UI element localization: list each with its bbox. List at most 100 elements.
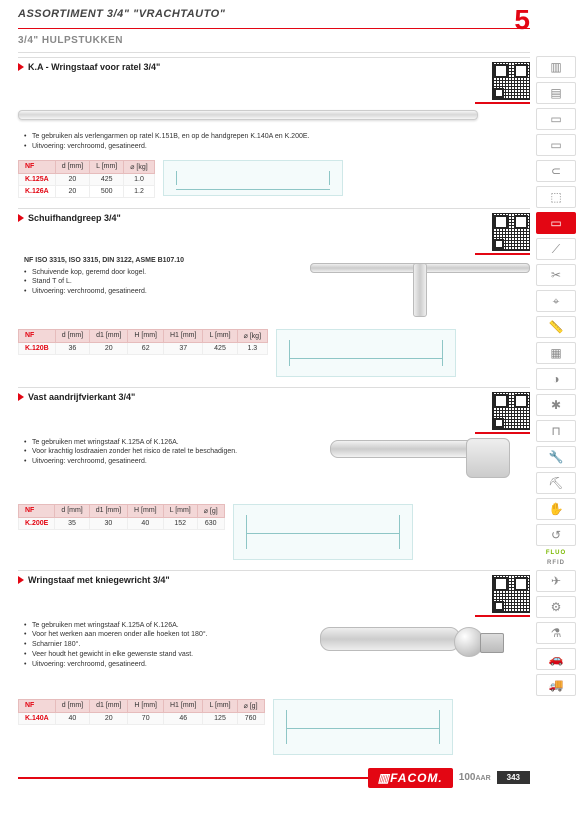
sidebar-category-icon[interactable]: ▭ xyxy=(536,212,576,234)
table-row: K.125A204251.0 xyxy=(19,173,155,185)
sidebar-category-icon[interactable]: ✈ xyxy=(536,570,576,592)
bullet-list: Te gebruiken met wringstaaf K.125A of K.… xyxy=(24,438,302,467)
sidebar-category-icon[interactable]: ⚙ xyxy=(536,596,576,618)
spec-table: NFd [mm]L [mm]⌀ [kg]K.125A204251.0K.126A… xyxy=(18,160,155,198)
dimension-diagram xyxy=(273,699,453,755)
qr-code xyxy=(492,213,530,251)
sidebar-category-icon[interactable]: ▭ xyxy=(536,108,576,130)
product-section: Vast aandrijfvierkant 3/4" Te gebruiken … xyxy=(18,387,530,560)
standards-text: NF ISO 3315, ISO 3315, DIN 3122, ASME B1… xyxy=(24,257,302,264)
bullet-item: Te gebruiken met wringstaaf K.125A of K.… xyxy=(24,621,302,631)
product-title: Wringstaaf met kniegewricht 3/4" xyxy=(18,575,486,585)
sidebar-label[interactable]: FLUO xyxy=(536,550,576,556)
section-subtitle: 3/4" HULPSTUKKEN xyxy=(18,35,530,46)
sidebar-label[interactable]: RFID xyxy=(536,560,576,566)
bullet-item: Voor het werken aan moeren onder alle ho… xyxy=(24,630,302,640)
sidebar-category-icon[interactable]: ▤ xyxy=(536,82,576,104)
divider xyxy=(18,28,530,29)
table-header: H [mm] xyxy=(128,699,164,712)
product-image xyxy=(330,438,510,498)
sidebar-category-icon[interactable]: ⚗ xyxy=(536,622,576,644)
page-number: 343 xyxy=(497,771,530,784)
sidebar-category-icon[interactable]: ✂ xyxy=(536,264,576,286)
page-footer: ▥FACOM. 100AAR 343 xyxy=(18,765,530,791)
bullet-item: Te gebruiken met wringstaaf K.125A of K.… xyxy=(24,438,302,448)
bullet-item: Veer houdt het gewicht in elke gewenste … xyxy=(24,650,302,660)
anniversary-suffix: AAR xyxy=(475,775,490,782)
sidebar-category-icon[interactable]: 📏 xyxy=(536,316,576,338)
product-title: K.A - Wringstaaf voor ratel 3/4" xyxy=(18,62,486,72)
sidebar-category-icon[interactable]: ✋ xyxy=(536,498,576,520)
table-row: K.140A40207046125760 xyxy=(19,712,265,724)
bullet-item: Uitvoering: verchroomd, gesatineerd. xyxy=(24,457,302,467)
bullet-list: Te gebruiken als verlengarmen op ratel K… xyxy=(24,132,530,152)
sidebar-category-icon[interactable]: ⬚ xyxy=(536,186,576,208)
sidebar-category-icon[interactable]: ⛏ xyxy=(536,472,576,494)
table-header: d [mm] xyxy=(55,504,89,517)
table-header: H [mm] xyxy=(128,329,164,342)
table-header: ⌀ [g] xyxy=(197,504,224,517)
table-header: H1 [mm] xyxy=(163,329,202,342)
table-header: H [mm] xyxy=(128,504,164,517)
sidebar-category-icon[interactable]: ◑ xyxy=(536,368,576,390)
sidebar-category-icon[interactable]: ↺ xyxy=(536,524,576,546)
table-header: L [mm] xyxy=(203,329,237,342)
table-header: L [mm] xyxy=(90,160,124,173)
sidebar-category-icon[interactable]: ▭ xyxy=(536,134,576,156)
spec-table: NFd [mm]d1 [mm]H [mm]H1 [mm]L [mm]⌀ [g]K… xyxy=(18,699,265,725)
bullet-item: Stand T of L. xyxy=(24,277,302,287)
table-header: ⌀ [g] xyxy=(237,699,264,712)
sidebar-category-icon[interactable]: 🔧 xyxy=(536,446,576,468)
dimension-diagram xyxy=(233,504,413,560)
table-header: NF xyxy=(19,504,55,517)
table-header: L [mm] xyxy=(163,504,197,517)
table-header: H1 [mm] xyxy=(163,699,202,712)
sidebar-category-icon[interactable]: ⊂ xyxy=(536,160,576,182)
table-header: NF xyxy=(19,329,56,342)
product-title: Vast aandrijfvierkant 3/4" xyxy=(18,392,486,402)
sidebar-category-icon[interactable]: 🚚 xyxy=(536,674,576,696)
product-section: K.A - Wringstaaf voor ratel 3/4" Te gebr… xyxy=(18,57,530,198)
product-section: Schuifhandgreep 3/4" NF ISO 3315, ISO 33… xyxy=(18,208,530,377)
sidebar-category-icon[interactable]: ⟋ xyxy=(536,238,576,260)
table-row: K.200E353040152630 xyxy=(19,517,225,529)
table-header: d [mm] xyxy=(55,329,89,342)
table-header: NF xyxy=(19,160,56,173)
dimension-diagram xyxy=(163,160,343,196)
product-section: Wringstaaf met kniegewricht 3/4" Te gebr… xyxy=(18,570,530,755)
spec-table: NFd [mm]d1 [mm]H [mm]L [mm]⌀ [g]K.200E35… xyxy=(18,504,225,530)
sidebar-category-icon[interactable]: ✱ xyxy=(536,394,576,416)
table-header: NF xyxy=(19,699,56,712)
brand-logo: ▥FACOM. xyxy=(368,768,453,788)
bullet-item: Te gebruiken als verlengarmen op ratel K… xyxy=(24,132,530,142)
bullet-item: Uitvoering: verchroomd, gesatineerd. xyxy=(24,287,302,297)
table-row: K.120B362062374251.3 xyxy=(19,342,268,354)
bullet-item: Uitvoering: verchroomd, gesatineerd. xyxy=(24,142,530,152)
divider xyxy=(18,52,530,53)
table-header: ⌀ [kg] xyxy=(237,329,267,342)
table-header: d1 [mm] xyxy=(90,699,128,712)
spec-table: NFd [mm]d1 [mm]H [mm]H1 [mm]L [mm]⌀ [kg]… xyxy=(18,329,268,355)
table-header: d1 [mm] xyxy=(89,504,127,517)
table-header: L [mm] xyxy=(203,699,237,712)
anniversary-years: 100 xyxy=(459,772,476,783)
header-title: ASSORTIMENT 3/4" "VRACHTAUTO" xyxy=(18,8,530,20)
accent-underline xyxy=(475,102,530,104)
sidebar-category-icon[interactable]: ⌖ xyxy=(536,290,576,312)
product-image xyxy=(320,621,520,691)
bullet-item: Uitvoering: verchroomd, gesatineerd. xyxy=(24,660,302,670)
qr-code xyxy=(492,392,530,430)
sidebar-category-icon[interactable]: 🚗 xyxy=(536,648,576,670)
table-header: ⌀ [kg] xyxy=(124,160,154,173)
table-header: d [mm] xyxy=(55,699,89,712)
product-image xyxy=(18,110,478,120)
sidebar-category-icon[interactable]: ⊓ xyxy=(536,420,576,442)
table-header: d1 [mm] xyxy=(90,329,128,342)
table-row: K.126A205001.2 xyxy=(19,185,155,197)
sidebar-category-icon[interactable]: ▦ xyxy=(536,342,576,364)
sidebar-category-icon[interactable]: ▥ xyxy=(536,56,576,78)
chapter-number: 5 xyxy=(514,4,530,36)
table-header: d [mm] xyxy=(55,160,89,173)
bullet-item: Schuivende kop, geremd door kogel. xyxy=(24,268,302,278)
product-title: Schuifhandgreep 3/4" xyxy=(18,213,486,223)
